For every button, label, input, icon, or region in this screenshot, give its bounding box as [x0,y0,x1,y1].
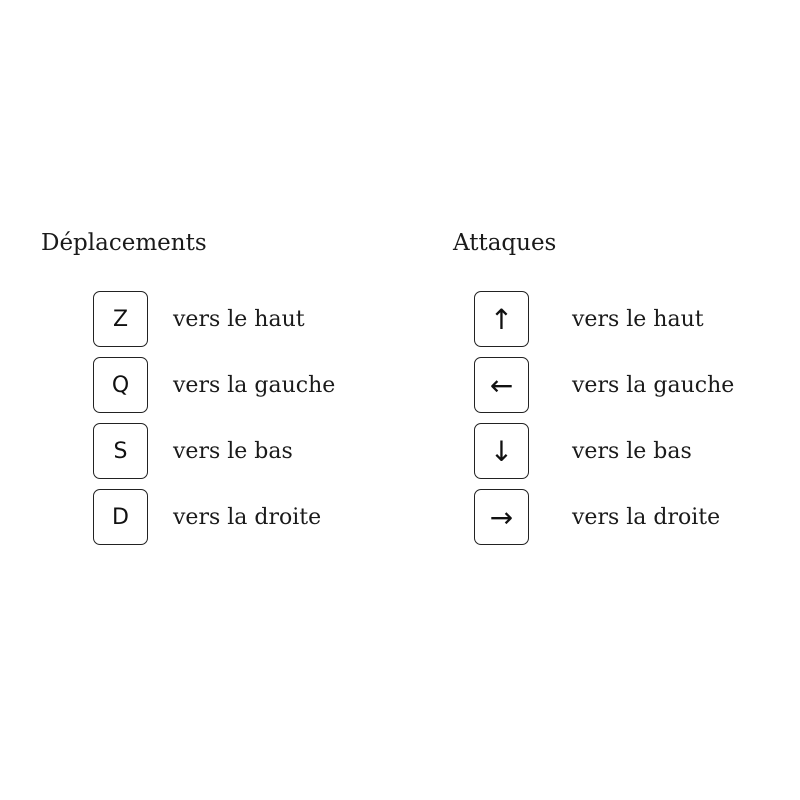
attack-right-label: vers la droite [572,505,721,530]
attack-down-label: vers le bas [572,439,692,464]
move-up-label: vers le haut [173,307,305,332]
move-down-label: vers le bas [173,439,293,464]
key-d: D [93,489,148,545]
moves-title: Déplacements [41,230,207,256]
key-s: S [93,423,148,479]
key-z: Z [93,291,148,347]
attack-left-label: vers la gauche [572,373,735,398]
move-right-label: vers la droite [173,505,322,530]
arrow-left-icon: ← [474,357,529,413]
attacks-title: Attaques [453,230,557,256]
arrow-up-icon: ↑ [474,291,529,347]
key-q: Q [93,357,148,413]
arrow-right-icon: → [474,489,529,545]
attack-up-label: vers le haut [572,307,704,332]
move-left-label: vers la gauche [173,373,336,398]
arrow-down-icon: ↓ [474,423,529,479]
